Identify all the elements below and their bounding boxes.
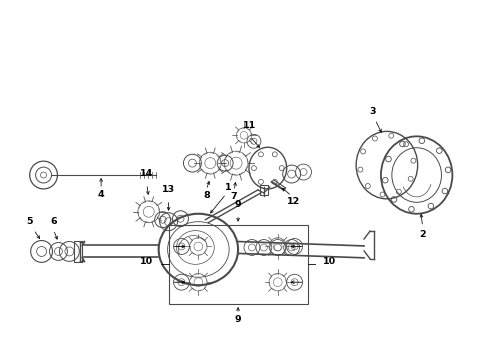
Text: 6: 6 bbox=[50, 217, 57, 226]
Text: 4: 4 bbox=[98, 190, 104, 199]
Text: 11: 11 bbox=[244, 121, 257, 130]
Bar bbox=[74, 240, 82, 262]
Text: 12: 12 bbox=[287, 197, 300, 206]
Text: 9: 9 bbox=[235, 315, 242, 324]
Text: 5: 5 bbox=[26, 217, 33, 226]
Text: 9: 9 bbox=[235, 200, 242, 209]
Text: 2: 2 bbox=[419, 230, 426, 239]
Text: 13: 13 bbox=[162, 185, 175, 194]
Bar bbox=[260, 185, 268, 195]
Text: 1: 1 bbox=[225, 183, 231, 192]
Text: 14: 14 bbox=[140, 169, 153, 178]
Bar bbox=[169, 225, 308, 304]
Text: 10: 10 bbox=[140, 257, 153, 266]
Text: 10: 10 bbox=[323, 257, 337, 266]
Text: 3: 3 bbox=[370, 107, 376, 116]
Text: 7: 7 bbox=[231, 192, 237, 201]
Text: 8: 8 bbox=[203, 191, 210, 200]
